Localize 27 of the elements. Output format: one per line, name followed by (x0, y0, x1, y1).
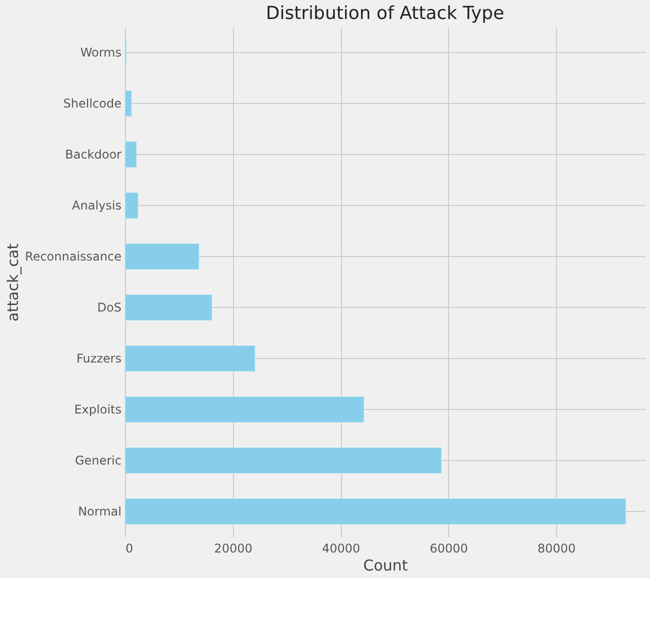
bar (125, 396, 364, 422)
y-tick-label: Fuzzers (76, 352, 122, 366)
bar (125, 498, 626, 524)
y-axis-title: attack_cat (4, 243, 22, 322)
x-axis-title: Count (363, 556, 408, 574)
x-tick-label: 80000 (537, 542, 576, 556)
y-tick-label: Backdoor (65, 148, 122, 162)
y-tick-label: Worms (80, 46, 122, 60)
x-tick-label: 40000 (322, 542, 360, 556)
bar (125, 192, 138, 218)
x-tick-label: 0 (126, 542, 134, 556)
y-tick-label: DoS (97, 300, 122, 314)
bar (125, 294, 212, 320)
y-tick-label: Exploits (74, 402, 122, 416)
x-tick-label: 20000 (214, 542, 252, 556)
y-tick-label: Normal (78, 504, 122, 518)
y-tick-label: Generic (74, 454, 122, 468)
bar (125, 346, 256, 372)
bar (125, 90, 132, 116)
y-tick-label: Shellcode (63, 96, 122, 110)
bar (125, 448, 442, 474)
y-tick-label: Reconnaissance (25, 250, 122, 264)
x-tick-label: 60000 (430, 542, 468, 556)
bar (125, 142, 137, 168)
bar (125, 244, 200, 270)
chart-title: Distribution of Attack Type (266, 3, 504, 24)
y-tick-label: Analysis (72, 198, 122, 212)
